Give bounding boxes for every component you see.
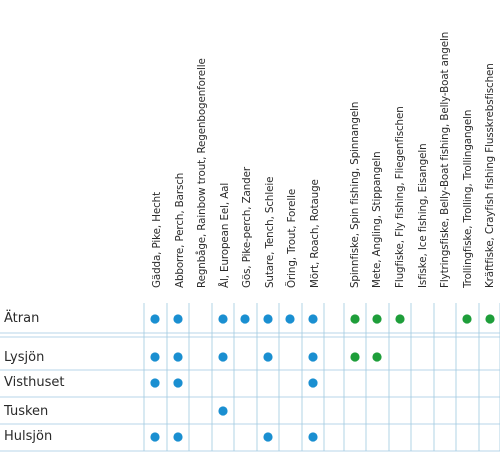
fish-dot	[150, 378, 160, 388]
fish-dot	[173, 378, 183, 388]
method-dot	[485, 314, 495, 324]
fish-dot	[218, 314, 228, 324]
fish-dot	[173, 352, 183, 362]
fish-dot	[173, 432, 183, 442]
fish-dot	[308, 432, 318, 442]
method-dot	[395, 314, 405, 324]
lake-label: Ätran	[4, 311, 40, 326]
fish-dot	[240, 314, 250, 324]
fish-dot	[218, 352, 228, 362]
fish-dot	[308, 314, 318, 324]
method-dot	[350, 352, 360, 362]
fish-dot	[173, 314, 183, 324]
fish-dot	[263, 314, 273, 324]
lake-label: Visthuset	[4, 375, 65, 390]
method-dot	[372, 314, 382, 324]
fish-dot	[285, 314, 295, 324]
fish-dot	[308, 352, 318, 362]
fish-dot	[263, 432, 273, 442]
fish-dot	[218, 406, 228, 416]
fish-dot	[150, 314, 160, 324]
lake-label: Hulsjön	[4, 429, 53, 444]
fish-dot	[308, 378, 318, 388]
fish-dot	[263, 352, 273, 362]
method-dot	[372, 352, 382, 362]
fish-dot	[150, 432, 160, 442]
fish-dot	[150, 352, 160, 362]
lake-label: Lysjön	[4, 350, 45, 365]
method-dot	[350, 314, 360, 324]
method-dot	[462, 314, 472, 324]
lake-label: Tusken	[4, 404, 49, 419]
